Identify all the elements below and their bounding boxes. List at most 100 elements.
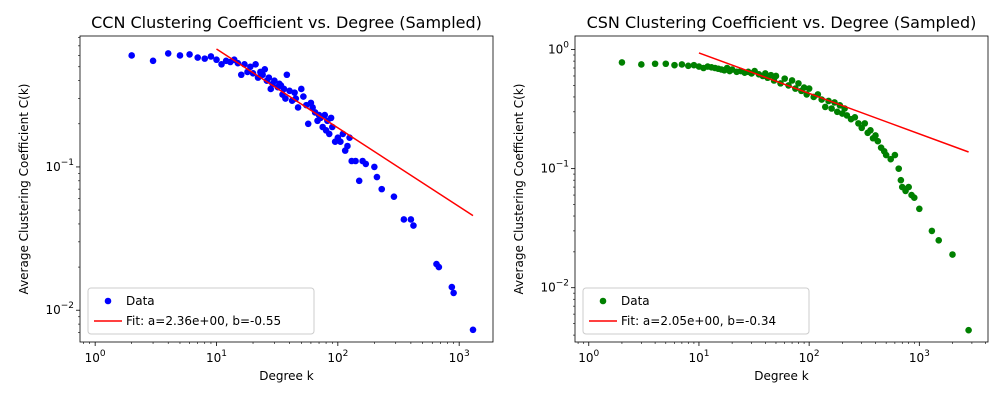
ccn-data-point bbox=[325, 130, 333, 138]
csn-x-tick-exponent: 3 bbox=[924, 349, 930, 359]
ccn-data-point bbox=[378, 185, 386, 193]
ccn-data-point bbox=[282, 95, 289, 102]
csn-data-point bbox=[895, 165, 903, 172]
ccn-panel: CCN Clustering Coefficient vs. Degree (S… bbox=[17, 13, 494, 383]
csn-data-point bbox=[928, 227, 936, 235]
ccn-data-point bbox=[207, 53, 215, 60]
ccn-x-tick-exponent: 0 bbox=[100, 349, 106, 359]
ccn-data-point bbox=[218, 61, 225, 68]
csn-x-tick-base: 10 bbox=[799, 351, 814, 365]
ccn-data-point bbox=[164, 50, 172, 57]
csn-x-tick-exponent: 2 bbox=[814, 349, 820, 359]
csn-data-point bbox=[795, 80, 802, 87]
csn-x-tick-base: 10 bbox=[909, 351, 924, 365]
ccn-x-tick-exponent: 3 bbox=[464, 349, 470, 359]
ccn-data-point bbox=[186, 51, 193, 58]
ccn-data-point bbox=[194, 54, 202, 61]
ccn-data-point bbox=[271, 77, 278, 84]
ccn-data-point bbox=[252, 61, 259, 68]
csn-y-tick-label: 10−1 bbox=[540, 160, 569, 176]
csn-data-point bbox=[897, 176, 905, 184]
csn-data-point bbox=[767, 71, 775, 79]
csn-y-tick-base: 10 bbox=[548, 43, 563, 57]
csn-data-point bbox=[772, 72, 780, 80]
ccn-y-tick-label: 10−1 bbox=[45, 158, 74, 174]
ccn-data-point bbox=[265, 74, 273, 81]
csn-data-point bbox=[861, 120, 869, 127]
csn-data-point bbox=[905, 183, 912, 191]
ccn-data-point bbox=[344, 142, 351, 150]
ccn-x-tick-label: 103 bbox=[449, 349, 470, 365]
ccn-legend-label-data: Data bbox=[126, 294, 155, 308]
csn-y-tick-exponent: −2 bbox=[556, 279, 569, 289]
ccn-data-point bbox=[294, 104, 302, 111]
ccn-legend-marker-data bbox=[104, 297, 112, 305]
csn-legend-box bbox=[582, 287, 810, 335]
ccn-data-point bbox=[304, 120, 312, 128]
csn-data-point bbox=[910, 194, 918, 202]
csn-fit-line bbox=[698, 52, 969, 153]
ccn-x-tick-base: 10 bbox=[206, 351, 221, 365]
csn-legend-label-fit: Fit: a=2.05e+00, b=-0.34 bbox=[621, 314, 776, 328]
csn-data-point bbox=[821, 103, 829, 111]
ccn-data-point bbox=[149, 57, 157, 65]
csn-data-point bbox=[638, 61, 645, 68]
ccn-data-point bbox=[298, 85, 305, 93]
csn-y-tick-label: 100 bbox=[548, 41, 569, 57]
ccn-x-tick-base: 10 bbox=[449, 351, 464, 365]
ccn-data-point bbox=[237, 71, 245, 79]
csn-axes-frame bbox=[574, 35, 989, 343]
ccn-data-point bbox=[435, 263, 443, 271]
ccn-data-point bbox=[291, 89, 298, 96]
csn-data-point bbox=[851, 113, 859, 121]
csn-x-tick-exponent: 0 bbox=[594, 349, 600, 359]
ccn-data-point bbox=[400, 216, 408, 223]
csn-panel: CSN Clustering Coefficient vs. Degree (S… bbox=[512, 13, 989, 383]
csn-data-point bbox=[781, 75, 788, 82]
ccn-x-tick-label: 102 bbox=[327, 349, 348, 365]
csn-y-tick-exponent: 0 bbox=[563, 41, 569, 51]
csn-data-point bbox=[891, 151, 899, 159]
csn-x-tick-base: 10 bbox=[578, 351, 593, 365]
ccn-data-point bbox=[327, 114, 335, 122]
ccn-x-tick-exponent: 1 bbox=[221, 349, 227, 359]
csn-data-point bbox=[678, 61, 686, 68]
ccn-x-tick-label: 100 bbox=[85, 349, 106, 365]
ccn-data-point bbox=[280, 85, 288, 93]
csn-data-point bbox=[828, 105, 835, 112]
ccn-data-point bbox=[128, 52, 135, 59]
ccn-data-point bbox=[176, 52, 184, 59]
ccn-legend-label-fit: Fit: a=2.36e+00, b=-0.55 bbox=[126, 314, 281, 328]
csn-data-point bbox=[662, 60, 670, 68]
csn-x-tick-label: 102 bbox=[799, 349, 820, 365]
csn-x-tick-label: 100 bbox=[578, 349, 599, 365]
ccn-data-point bbox=[321, 111, 329, 119]
csn-data-point bbox=[651, 60, 659, 68]
csn-x-tick-label: 103 bbox=[909, 349, 930, 365]
ccn-data-point bbox=[450, 289, 457, 297]
ccn-legend: Data Fit: a=2.36e+00, b=-0.55 bbox=[87, 287, 315, 335]
ccn-y-tick-exponent: −1 bbox=[61, 158, 74, 168]
csn-y-tick-base: 10 bbox=[540, 281, 555, 295]
csn-x-tick-exponent: 1 bbox=[704, 349, 710, 359]
ccn-x-tick-base: 10 bbox=[327, 351, 342, 365]
csn-data-point bbox=[872, 132, 879, 139]
csn-data-point bbox=[843, 112, 851, 119]
csn-data-point bbox=[833, 108, 841, 116]
csn-legend-label-data: Data bbox=[621, 294, 650, 308]
csn-y-tick-exponent: −1 bbox=[556, 160, 569, 170]
ccn-data-point bbox=[390, 193, 398, 200]
csn-data-point bbox=[805, 85, 813, 92]
csn-data-point bbox=[690, 61, 698, 69]
ccn-data-point bbox=[373, 173, 381, 181]
ccn-data-point bbox=[286, 87, 293, 95]
csn-data-point bbox=[684, 62, 692, 70]
ccn-data-point bbox=[448, 283, 456, 291]
csn-data-point bbox=[949, 251, 956, 258]
ccn-data-point bbox=[309, 104, 316, 111]
csn-data-point bbox=[867, 126, 874, 134]
csn-data-point bbox=[965, 326, 972, 334]
ccn-data-point bbox=[261, 66, 269, 73]
ccn-x-axis-label: Degree k bbox=[259, 369, 313, 383]
